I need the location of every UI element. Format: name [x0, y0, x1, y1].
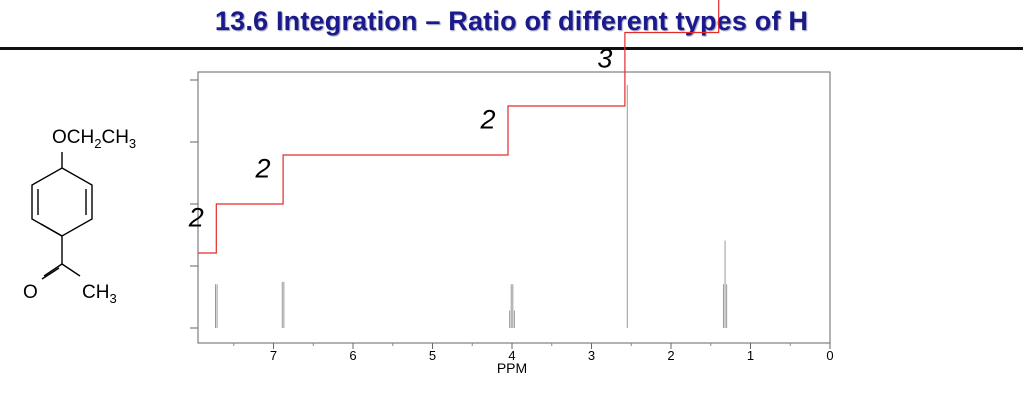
integration-label: 2 — [255, 154, 271, 184]
x-tick-label: 6 — [349, 348, 356, 363]
x-tick-label: 3 — [588, 348, 595, 363]
x-tick-label: 2 — [667, 348, 674, 363]
x-tick-label: 1 — [747, 348, 754, 363]
x-tick-label: 0 — [826, 348, 833, 363]
x-tick-label: 5 — [429, 348, 436, 363]
x-axis-title: PPM — [497, 360, 527, 376]
integration-label: 2 — [188, 203, 204, 233]
integration-curve — [198, 0, 720, 254]
x-tick-label: 4 — [508, 348, 515, 363]
slide-title: 13.6 Integration – Ratio of different ty… — [214, 6, 809, 36]
x-tick-label: 7 — [270, 348, 277, 363]
structure-diagram: OCH2CH3 O CH3 — [23, 127, 136, 306]
benzene-ring — [31, 152, 93, 280]
integration-label: 3 — [597, 43, 612, 73]
carbonyl-oxygen-label: O — [23, 282, 38, 303]
integration-label: 2 — [480, 105, 496, 135]
acetyl-methyl-label: CH3 — [82, 282, 117, 306]
title-divider — [0, 47, 1023, 50]
ethoxy-label: OCH2CH3 — [52, 127, 136, 151]
plot-frame — [197, 71, 831, 344]
integration-curve-group — [198, 0, 720, 254]
spectrum-peaks — [214, 85, 728, 328]
integration-labels: 22233 — [188, 43, 613, 233]
axis-ticks: 7 6 5 4 3 2 1 0 — [190, 79, 834, 363]
